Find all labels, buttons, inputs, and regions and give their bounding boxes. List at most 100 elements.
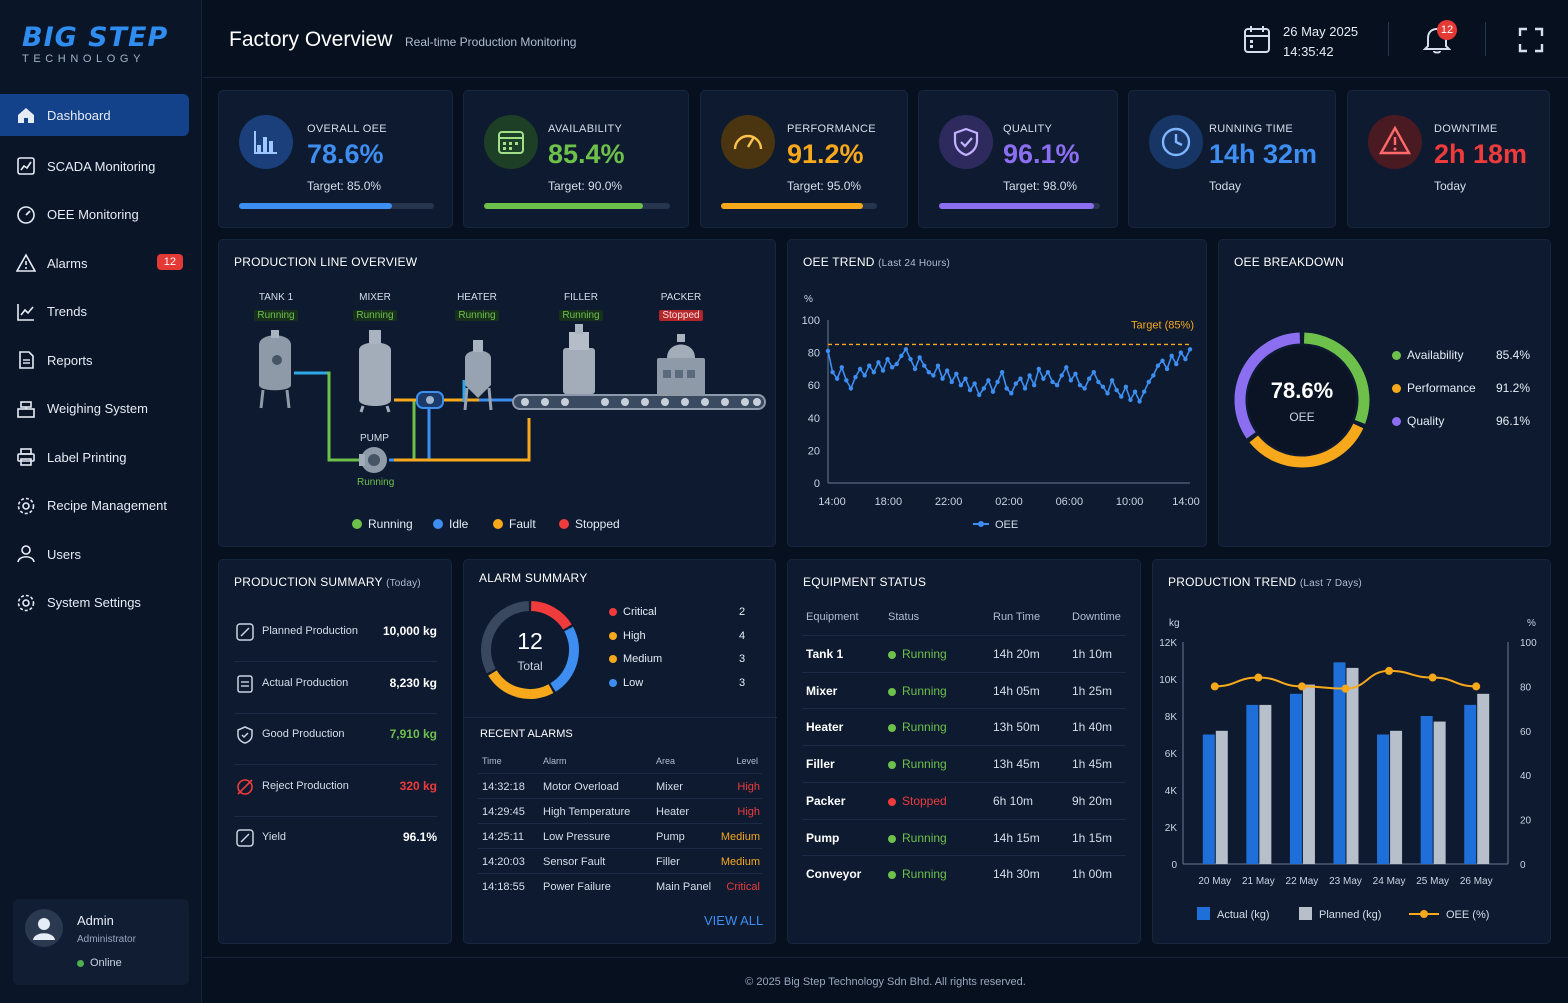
bar-chart-icon	[239, 115, 293, 169]
sidebar-item-oee-monitoring[interactable]: OEE Monitoring	[0, 191, 202, 240]
column-header: Downtime	[1072, 611, 1121, 623]
oee-breakdown-title: OEE BREAKDOWN	[1234, 255, 1344, 269]
sidebar-item-dashboard[interactable]: Dashboard	[0, 94, 189, 136]
bar-actual	[1464, 704, 1477, 864]
machine-status: Running	[254, 310, 298, 321]
status-dot	[888, 687, 896, 696]
oee-point	[1141, 389, 1147, 394]
table-row[interactable]: Pump Running 14h 15m 1h 15m	[802, 818, 1126, 855]
sidebar-item-system-settings[interactable]: System Settings	[0, 579, 202, 628]
alarm-time: 14:29:45	[482, 806, 525, 818]
x-tick-label: 23 May	[1329, 876, 1362, 887]
oee-point	[1472, 682, 1481, 691]
bar-planned	[1215, 730, 1228, 864]
production-trend-title-text: PRODUCTION TREND	[1168, 575, 1297, 589]
legend-item: Stopped	[559, 517, 620, 531]
sidebar-item-alarms[interactable]: Alarms 12	[0, 239, 202, 288]
fullscreen-icon[interactable]	[1518, 27, 1544, 53]
equipment-name: Pump	[806, 830, 840, 845]
oee-point	[1105, 391, 1110, 396]
sidebar-item-label: Users	[47, 546, 81, 562]
sidebar-item-scada-monitoring[interactable]: SCADA Monitoring	[0, 142, 202, 191]
table-row[interactable]: Conveyor Running 14h 30m 1h 00m	[802, 855, 1126, 891]
production-trend-title: PRODUCTION TREND (Last 7 Days)	[1168, 575, 1362, 589]
sidebar-item-reports[interactable]: Reports	[0, 336, 202, 385]
legend-label: Performance	[1407, 381, 1476, 395]
divider	[464, 717, 777, 718]
sidebar-item-label-printing[interactable]: Label Printing	[0, 433, 202, 482]
alarm-name: Motor Overload	[543, 781, 619, 793]
notification-badge[interactable]: 12	[1437, 20, 1457, 40]
equipment-name: Packer	[806, 793, 846, 808]
shield-check-icon	[237, 726, 253, 744]
bar-planned	[1433, 721, 1446, 864]
legend-label: Availability	[1407, 348, 1464, 362]
status-dot	[888, 871, 896, 880]
alarm-area: Main Panel	[656, 881, 712, 893]
sidebar-item-trends[interactable]: Trends	[0, 288, 202, 337]
legend-dot	[1392, 351, 1401, 360]
production-trend-subtitle: (Last 7 Days)	[1299, 578, 1362, 589]
view-all-link[interactable]: VIEW ALL	[704, 913, 764, 928]
equipment-status: Stopped	[888, 794, 947, 808]
table-row[interactable]: 14:32:18 Motor Overload Mixer High	[478, 773, 762, 798]
summary-row: Good Production 7,910 kg	[234, 719, 437, 765]
table-row[interactable]: 14:29:45 High Temperature Heater High	[478, 798, 762, 823]
table-row[interactable]: Tank 1 Running 14h 20m 1h 10m	[802, 635, 1126, 671]
y-axis-label: kg	[1169, 618, 1180, 629]
oee-point	[1036, 366, 1041, 372]
y2-tick-label: 100	[1520, 638, 1537, 649]
column-header: Area	[656, 756, 676, 766]
sidebar-item-weighing-system[interactable]: Weighing System	[0, 385, 202, 434]
x-tick-label: 25 May	[1416, 876, 1449, 887]
brand-logo[interactable]: BIG STEP TECHNOLOGY	[22, 22, 169, 66]
legend-dot	[493, 519, 503, 529]
equipment-status: Running	[888, 867, 947, 881]
alarm-total-label: Total	[517, 659, 543, 673]
table-row[interactable]: Mixer Running 14h 05m 1h 25m	[802, 671, 1126, 708]
oee-point	[1045, 369, 1051, 375]
legend-count: 4	[739, 629, 746, 642]
user-card[interactable]: Admin Administrator Online	[13, 899, 189, 985]
oee-point	[899, 353, 904, 359]
oee-trend-title-text: OEE TREND	[803, 255, 875, 269]
footer: © 2025 Big Step Technology Sdn Bhd. All …	[203, 957, 1568, 1003]
alarm-time: 14:25:11	[482, 831, 525, 843]
table-row[interactable]: 14:25:11 Low Pressure Pump Medium	[478, 823, 762, 848]
table-row[interactable]: 14:18:55 Power Failure Main Panel Critical	[478, 873, 762, 898]
alarm-level: High	[737, 806, 760, 818]
report-icon	[19, 351, 34, 369]
table-row[interactable]: Filler Running 13h 45m 1h 45m	[802, 745, 1126, 781]
oee-point	[1114, 387, 1119, 393]
status-text: Running	[902, 757, 947, 772]
sidebar-item-users[interactable]: Users	[0, 530, 202, 579]
equipment-runtime: 14h 20m	[993, 647, 1040, 661]
production-summary-title-text: PRODUCTION SUMMARY	[234, 575, 383, 589]
oee-point	[1100, 384, 1106, 390]
alarm-time: 14:20:03	[482, 856, 525, 868]
brand-name: BIG STEP	[22, 22, 169, 53]
legend-label: OEE	[995, 519, 1018, 531]
equipment-name: Mixer	[806, 683, 838, 698]
breakdown-slice-quality	[1234, 332, 1301, 439]
oee-point	[1128, 397, 1133, 403]
oee-point	[894, 361, 899, 367]
table-row[interactable]: Heater Running 13h 50m 1h 40m	[802, 708, 1126, 744]
oee-point	[922, 363, 927, 368]
table-row[interactable]: 14:20:03 Sensor Fault Filler Medium	[478, 848, 762, 873]
alarm-summary-title: ALARM SUMMARY	[479, 571, 588, 585]
oee-point	[908, 356, 913, 362]
legend-label: Idle	[449, 517, 469, 531]
alarm-time: 14:32:18	[482, 781, 525, 793]
oee-point	[967, 387, 973, 393]
legend-label: Actual (kg)	[1217, 909, 1270, 921]
oee-point	[867, 363, 872, 368]
sidebar-item-recipe-management[interactable]: Recipe Management	[0, 482, 202, 531]
legend-value: 85.4%	[1496, 348, 1531, 362]
equipment-name: Heater	[806, 720, 844, 735]
table-row[interactable]: Packer Stopped 6h 10m 9h 20m	[802, 781, 1126, 818]
kpi-value: 2h 18m	[1434, 139, 1528, 169]
legend-count: 3	[739, 676, 746, 689]
equipment-runtime: 13h 45m	[993, 757, 1040, 772]
alarm-name: Sensor Fault	[543, 856, 606, 868]
